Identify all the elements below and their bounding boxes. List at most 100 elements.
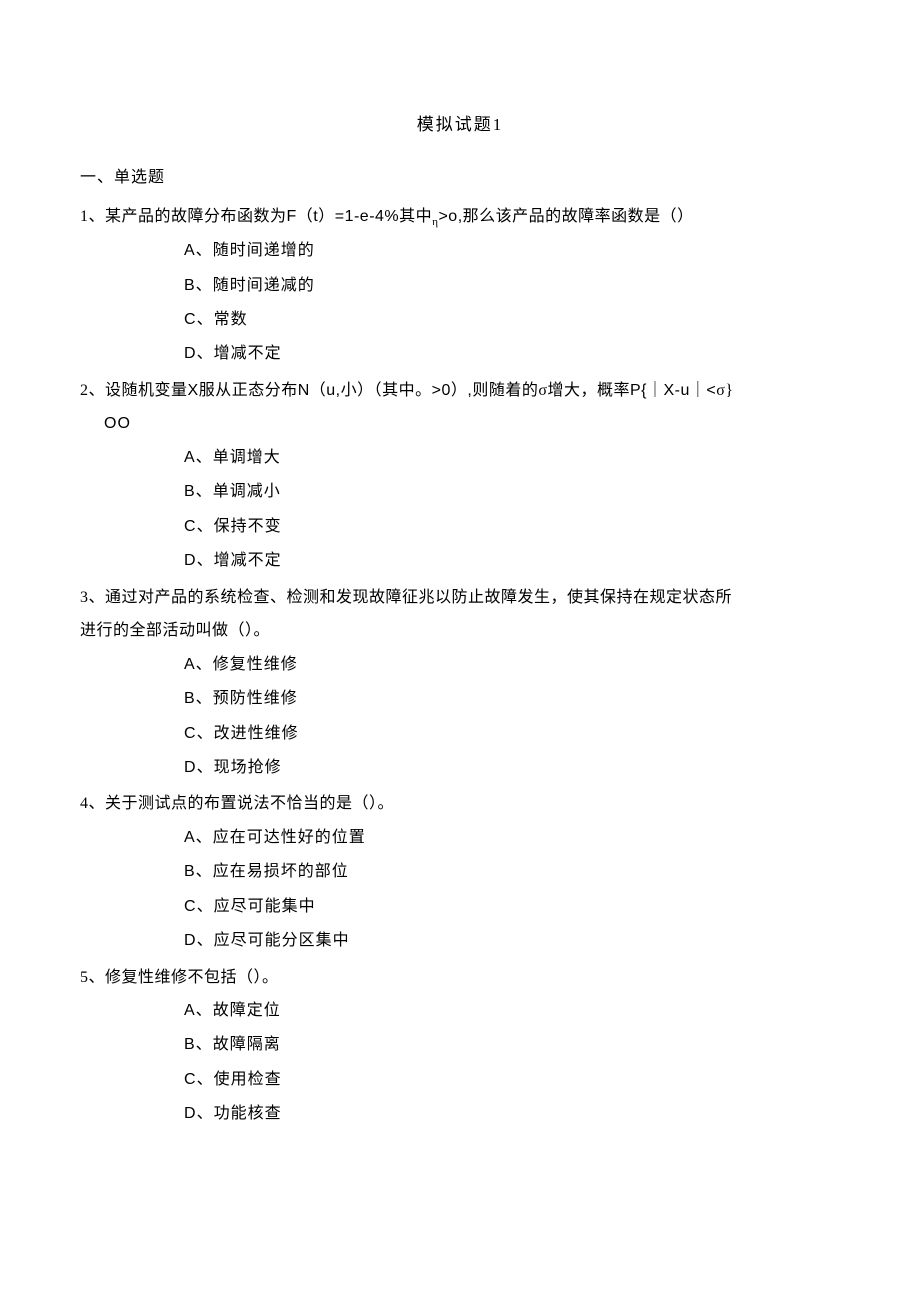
q5-opt-c-text: 使用检查 — [214, 1071, 282, 1088]
q5-opt-d-label: D — [184, 1105, 197, 1122]
question-4: 4、关于测试点的布置说法不恰当的是（）。 A、应在可达性好的位置 B、应在易损坏… — [80, 787, 840, 958]
q2-stem-mid2: 小）（其中。 — [341, 382, 432, 399]
q2-stem-latin2: N（u, — [298, 382, 341, 399]
q2-option-c: C、保持不变 — [184, 510, 840, 544]
q3-option-a: A、修复性维修 — [184, 648, 840, 682]
q1-stem-latin1: F（t）=1-e-4% — [287, 208, 400, 225]
q2-opt-d-label: D — [184, 552, 197, 569]
q1-option-b: B、随时间递减的 — [184, 269, 840, 303]
q2-stem-mid1: 服从正态分布 — [199, 382, 298, 399]
q1-opt-a-label: A — [184, 242, 196, 259]
question-2: 2、设随机变量X服从正态分布N（u,小）（其中。>0）,则随着的σ增大，概率P{… — [80, 374, 840, 579]
q2-stem-latin1: X — [188, 382, 199, 399]
q3-opt-c-label: C — [184, 725, 197, 742]
q1-opt-a-text: 随时间递增的 — [213, 242, 315, 259]
q4-opt-b-label: B — [184, 863, 196, 880]
q4-opt-a-label: A — [184, 829, 196, 846]
q2-option-d: D、增减不定 — [184, 544, 840, 578]
q4-option-d: D、应尽可能分区集中 — [184, 924, 840, 958]
q3-stem-line1-text: 3、通过对产品的系统检查、检测和发现故障征兆以防止故障发生，使其保持在规定状态所 — [80, 589, 732, 606]
question-5-stem: 5、修复性维修不包括（）。 — [80, 961, 840, 995]
q2-stem-pre: 2、设随机变量 — [80, 382, 188, 399]
q4-opt-c-text: 应尽可能集中 — [214, 898, 316, 915]
q2-opt-a-label: A — [184, 449, 196, 466]
q3-stem-line2-text: 进行的全部活动叫做（）。 — [80, 622, 270, 639]
question-4-stem: 4、关于测试点的布置说法不恰当的是（）。 — [80, 787, 840, 821]
q1-opt-d-text: 增减不定 — [214, 345, 282, 362]
question-4-options: A、应在可达性好的位置 B、应在易损坏的部位 C、应尽可能集中 D、应尽可能分区… — [80, 821, 840, 959]
q2-stem-latin4: P{｜X-u｜< — [630, 382, 716, 399]
q2-option-a: A、单调增大 — [184, 441, 840, 475]
q4-opt-c-label: C — [184, 898, 197, 915]
q5-stem-text: 5、修复性维修不包括（）。 — [80, 969, 279, 986]
q5-opt-a-text: 故障定位 — [213, 1002, 281, 1019]
q1-stem-post: 那么该产品的故障率函数是（） — [463, 208, 694, 225]
section-header-text: 一、单选题 — [80, 169, 165, 186]
q4-opt-b-text: 应在易损坏的部位 — [213, 863, 349, 880]
question-1-options: A、随时间递增的 B、随时间递减的 C、常数 D、增减不定 — [80, 234, 840, 372]
q4-option-c: C、应尽可能集中 — [184, 890, 840, 924]
q1-option-c: C、常数 — [184, 303, 840, 337]
q1-opt-b-label: B — [184, 277, 196, 294]
q2-opt-b-text: 单调减小 — [213, 483, 281, 500]
q2-stem-mid3: 则随着的 — [472, 382, 538, 399]
question-2-stem: 2、设随机变量X服从正态分布N（u,小）（其中。>0）,则随着的σ增大，概率P{… — [80, 374, 840, 408]
q2-stem-cont-text: OO — [104, 415, 131, 432]
q3-opt-d-label: D — [184, 759, 197, 776]
q2-opt-d-text: 增减不定 — [214, 552, 282, 569]
question-3-stem-line1: 3、通过对产品的系统检查、检测和发现故障征兆以防止故障发生，使其保持在规定状态所 — [80, 581, 840, 615]
question-2-options: A、单调增大 B、单调减小 C、保持不变 D、增减不定 — [80, 441, 840, 579]
q1-option-a: A、随时间递增的 — [184, 234, 840, 268]
q3-opt-d-text: 现场抢修 — [214, 759, 282, 776]
q5-option-c: C、使用检查 — [184, 1063, 840, 1097]
q1-opt-c-text: 常数 — [214, 311, 248, 328]
q3-opt-c-text: 改进性维修 — [214, 725, 299, 742]
q1-option-d: D、增减不定 — [184, 337, 840, 371]
q5-opt-a-label: A — [184, 1002, 196, 1019]
question-1-stem: 1、某产品的故障分布函数为F（t）=1-e-4%其中η>o,那么该产品的故障率函… — [80, 200, 840, 234]
q4-option-b: B、应在易损坏的部位 — [184, 855, 840, 889]
q3-opt-b-label: B — [184, 690, 196, 707]
q3-option-c: C、改进性维修 — [184, 717, 840, 751]
question-3: 3、通过对产品的系统检查、检测和发现故障征兆以防止故障发生，使其保持在规定状态所… — [80, 581, 840, 786]
q2-stem-mid4: 增大，概率 — [547, 382, 630, 399]
q1-opt-d-label: D — [184, 345, 197, 362]
q5-opt-b-text: 故障隔离 — [213, 1036, 281, 1053]
q2-opt-a-text: 单调增大 — [213, 449, 281, 466]
question-1: 1、某产品的故障分布函数为F（t）=1-e-4%其中η>o,那么该产品的故障率函… — [80, 200, 840, 372]
section-header: 一、单选题 — [80, 163, 840, 187]
question-5-options: A、故障定位 B、故障隔离 C、使用检查 D、功能核查 — [80, 994, 840, 1132]
q2-opt-c-text: 保持不变 — [214, 518, 282, 535]
q5-option-b: B、故障隔离 — [184, 1028, 840, 1062]
q5-opt-c-label: C — [184, 1071, 197, 1088]
q5-opt-d-text: 功能核查 — [214, 1105, 282, 1122]
q2-stem-latin3: >0）, — [432, 382, 473, 399]
q1-stem-latin2: >o, — [438, 208, 462, 225]
q2-option-b: B、单调减小 — [184, 475, 840, 509]
q1-stem-pre: 1、某产品的故障分布函数为 — [80, 208, 287, 225]
q4-option-a: A、应在可达性好的位置 — [184, 821, 840, 855]
q3-option-b: B、预防性维修 — [184, 682, 840, 716]
q2-stem-sigma2: σ} — [716, 382, 733, 399]
q3-opt-b-text: 预防性维修 — [213, 690, 298, 707]
q4-opt-d-label: D — [184, 932, 197, 949]
q1-opt-b-text: 随时间递减的 — [213, 277, 315, 294]
q4-opt-a-text: 应在可达性好的位置 — [213, 829, 366, 846]
q3-opt-a-text: 修复性维修 — [213, 656, 298, 673]
q1-opt-c-label: C — [184, 311, 197, 328]
q3-opt-a-label: A — [184, 656, 196, 673]
q1-stem-mid1: 其中 — [399, 208, 432, 225]
question-3-options: A、修复性维修 B、预防性维修 C、改进性维修 D、现场抢修 — [80, 648, 840, 786]
q3-option-d: D、现场抢修 — [184, 751, 840, 785]
title-text: 模拟试题1 — [417, 115, 504, 134]
q5-option-a: A、故障定位 — [184, 994, 840, 1028]
q4-opt-d-text: 应尽可能分区集中 — [214, 932, 350, 949]
q2-opt-c-label: C — [184, 518, 197, 535]
q2-opt-b-label: B — [184, 483, 196, 500]
question-5: 5、修复性维修不包括（）。 A、故障定位 B、故障隔离 C、使用检查 D、功能核… — [80, 961, 840, 1132]
q5-opt-b-label: B — [184, 1036, 196, 1053]
q4-stem-text: 4、关于测试点的布置说法不恰当的是（）。 — [80, 795, 394, 812]
question-3-stem-line2: 进行的全部活动叫做（）。 — [80, 614, 840, 648]
question-2-stem-cont: OO — [80, 407, 840, 441]
page-title: 模拟试题1 — [80, 110, 840, 135]
